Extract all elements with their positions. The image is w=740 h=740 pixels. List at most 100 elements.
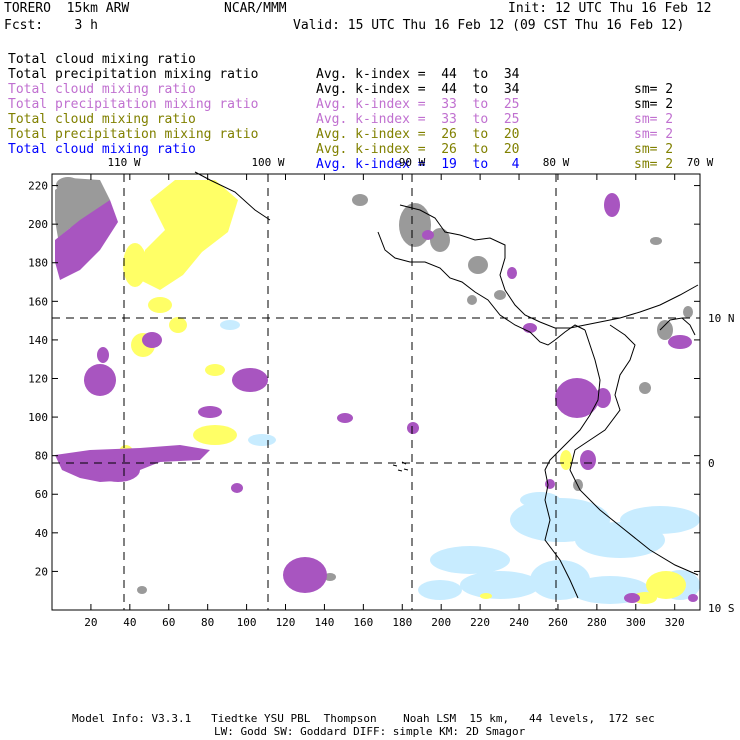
longitude-label: 100 W — [251, 156, 284, 169]
yellow-cloud — [205, 364, 225, 376]
latitude-label: 0 — [708, 457, 715, 470]
x-tick-label: 160 — [353, 616, 373, 629]
legend-row: Total cloud mixing ratio Avg. k-index = … — [8, 97, 673, 157]
center-label: NCAR/MMM — [224, 1, 287, 16]
legend-row: Total precipitation mixing ratio Avg. k-… — [8, 112, 673, 172]
gray-cloud — [55, 178, 110, 238]
lightblue-cloud — [418, 580, 462, 600]
y-tick-label: 20 — [35, 565, 48, 578]
lightblue-cloud — [620, 506, 700, 534]
purple-cloud — [555, 378, 599, 418]
legend-field: Total precipitation mixing ratio — [8, 97, 259, 112]
lightblue-cloud — [248, 434, 276, 446]
legend-field: Total cloud mixing ratio — [8, 82, 196, 97]
yellow-cloud — [140, 180, 238, 290]
graticule — [52, 174, 700, 610]
latitude-label: 10 S — [708, 602, 735, 615]
gray-cloud — [657, 320, 673, 340]
model-title: TORERO 15km ARW — [4, 1, 130, 16]
forecast-hour: Fcst: 3 h — [4, 18, 98, 33]
gray-cloud — [352, 194, 368, 206]
y-tick-label: 220 — [28, 180, 48, 193]
init-time: Init: 12 UTC Thu 16 Feb 12 — [508, 1, 712, 16]
purple-cloud — [407, 422, 419, 434]
purple-cloud — [545, 479, 555, 489]
x-tick-label: 40 — [123, 616, 136, 629]
legend-sm: sm= 2 — [634, 142, 674, 157]
valid-time: Valid: 15 UTC Thu 16 Feb 12 (09 CST Thu … — [293, 18, 685, 33]
south-america-pacific-coast — [544, 329, 601, 599]
y-tick-label: 80 — [35, 450, 48, 463]
yellow-cloud — [646, 571, 686, 599]
yellow-cloud — [123, 243, 147, 287]
purple-cloud — [198, 406, 222, 418]
legend-row: Total cloud mixing ratio Avg. k-index = … — [8, 67, 673, 127]
legend-stat: Avg. k-index = 26 to 20 — [316, 127, 520, 142]
y-tick-label: 160 — [28, 295, 48, 308]
x-tick-label: 100 — [237, 616, 257, 629]
longitude-label: 110 W — [107, 156, 140, 169]
purple-cloud — [604, 193, 620, 217]
legend-row: Total precipitation mixing ratio Avg. k-… — [8, 82, 673, 142]
mexico-coastline — [194, 171, 271, 221]
purple-cloud — [580, 450, 596, 470]
y-tick-label: 180 — [28, 257, 48, 270]
legend-stat: Avg. k-index = 44 to 34 — [316, 82, 520, 97]
legend-sm: sm= 2 — [634, 97, 674, 112]
physics-info: LW: Godd SW: Goddard DIFF: simple KM: 2D… — [214, 725, 526, 738]
coastlines — [194, 171, 699, 599]
purple-cloud — [688, 594, 698, 602]
legend-stat: Avg. k-index = 44 to 34 — [316, 67, 520, 82]
legend-field: Total cloud mixing ratio — [8, 112, 196, 127]
yellow-cloud — [633, 592, 657, 604]
yellow-cloud — [560, 450, 572, 470]
purple-cloud — [84, 364, 116, 396]
x-tick-label: 220 — [470, 616, 490, 629]
south-america-inland-border — [569, 324, 699, 576]
central-america-caribbean-coast — [399, 204, 699, 329]
purple-cloud — [422, 230, 434, 240]
yellow-cloud — [193, 425, 237, 445]
gray-cloud — [639, 382, 651, 394]
x-tick-label: 320 — [665, 616, 685, 629]
yellow-cloud — [480, 593, 492, 599]
y-tick-label: 120 — [28, 372, 48, 385]
x-tick-label: 60 — [162, 616, 175, 629]
legend-row: Total cloud mixing ratio Avg. k-index = … — [8, 37, 673, 97]
x-tick-label: 20 — [84, 616, 97, 629]
axis-labels: 20 40 60 80 100 120 140 160 180 200 220 240 260 280 30… — [28, 156, 734, 629]
legend-stat: Avg. k-index = 26 to 20 — [316, 142, 520, 157]
lightblue-cloud — [220, 320, 240, 330]
purple-cloud — [96, 458, 140, 482]
x-tick-label: 120 — [276, 616, 296, 629]
model-info: Model Info: V3.3.1 Tiedtke YSU PBL Thomp… — [72, 712, 655, 725]
y-tick-label: 140 — [28, 334, 48, 347]
x-tick-label: 260 — [548, 616, 568, 629]
x-tick-label: 80 — [201, 616, 214, 629]
legend-sm: sm= 2 — [634, 157, 674, 172]
latitude-label: 10 N — [708, 312, 735, 325]
purple-cloud — [337, 413, 353, 423]
y-tick-label: 40 — [35, 527, 48, 540]
lightblue-cloud — [520, 492, 560, 508]
x-tick-label: 140 — [314, 616, 334, 629]
gray-cloud — [399, 203, 431, 247]
legend-row: Total precipitation mixing ratio Avg. k-… — [8, 52, 673, 112]
gray-cloud — [137, 586, 147, 594]
x-tick-label: 300 — [626, 616, 646, 629]
purple-cloud — [142, 332, 162, 348]
legend-row: Total cloud mixing ratio Avg. k-index = … — [8, 127, 520, 187]
purple-cloud — [97, 347, 109, 363]
legend-sm: sm= 2 — [634, 112, 674, 127]
y-tick-label: 100 — [28, 411, 48, 424]
y-tick-label: 200 — [28, 218, 48, 231]
gray-cloud — [430, 228, 450, 252]
legend-stat: Avg. k-index = 19 to 4 — [316, 157, 520, 172]
yellow-cloud — [169, 317, 187, 333]
axis-ticks — [52, 174, 700, 610]
longitude-label: 70 W — [687, 156, 714, 169]
gray-cloud — [56, 177, 80, 193]
purple-cloud — [668, 335, 692, 349]
x-tick-label: 240 — [509, 616, 529, 629]
